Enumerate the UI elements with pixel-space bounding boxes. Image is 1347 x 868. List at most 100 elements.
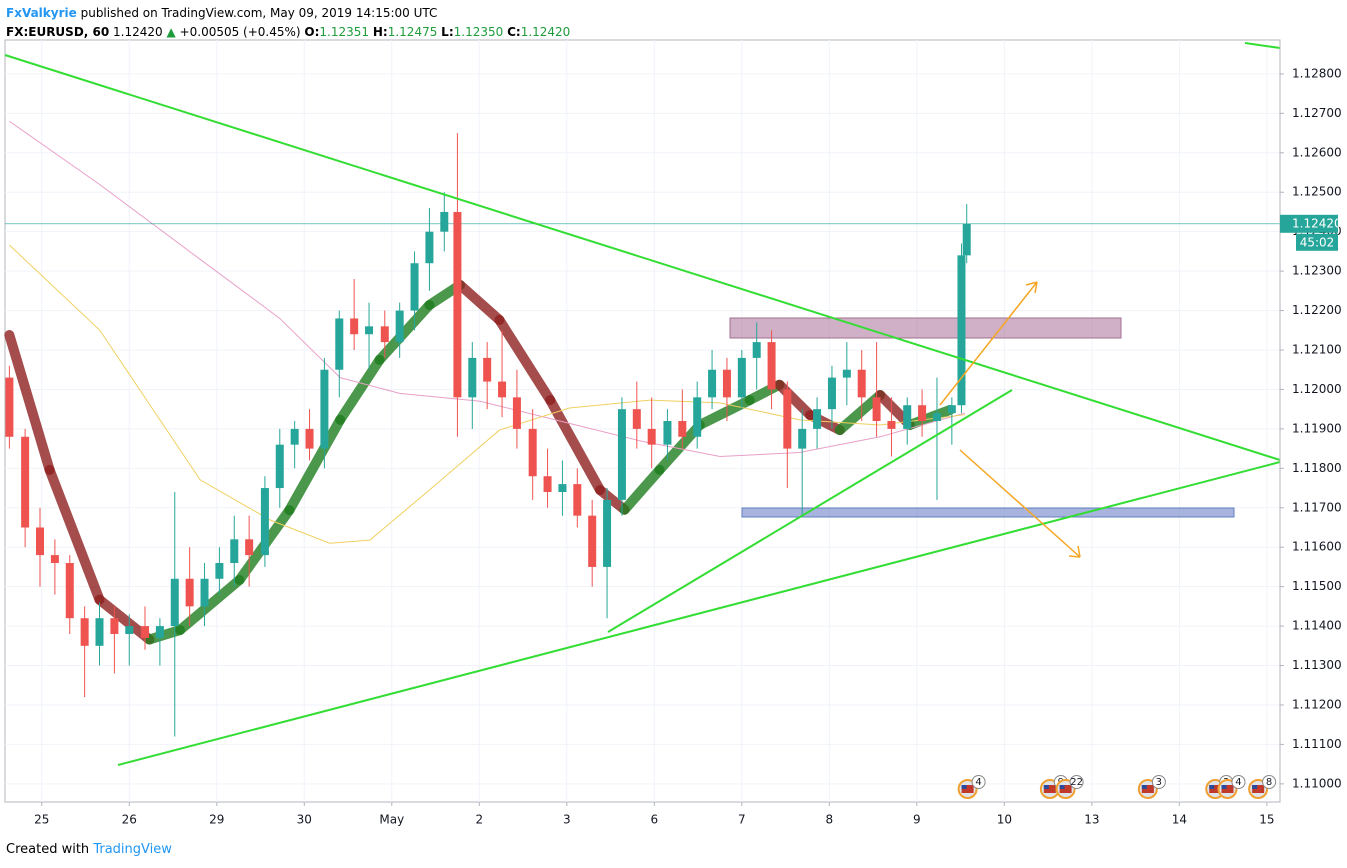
candle-body [125,626,134,634]
candle [185,547,194,627]
x-tick-label: 30 [297,813,312,827]
x-tick-label: 9 [913,813,921,827]
candle-body [783,389,792,449]
candle-body [275,444,284,489]
y-tick-label: 1.12200 [1292,303,1342,317]
event-count: 4 [975,777,981,788]
event-flag [1059,785,1065,789]
candle [708,350,717,410]
candle [380,310,389,358]
x-tick-label: 7 [738,813,746,827]
event-flag [1252,785,1265,793]
price: 1.12420 [113,25,163,39]
x-tick-label: 25 [34,813,49,827]
candle-body [290,428,299,445]
value: 1.12420 [520,25,571,39]
trend-lines [4,42,1281,766]
trend-line [607,389,1013,633]
candle-body [872,397,881,421]
candle [813,397,822,449]
candle [141,606,150,650]
candle-body [813,409,822,429]
candle-body [903,405,912,429]
candle [305,409,314,461]
candle-body [558,484,567,492]
candle [632,381,641,449]
trend-ribbon [374,300,435,365]
candle [170,491,179,737]
countdown-box [1296,233,1338,251]
moving-average [9,120,966,457]
x-tick-label: May [379,813,404,827]
candle-body [95,618,104,646]
x-tick-label: 29 [209,813,224,827]
candle [543,448,552,508]
candle-body [50,555,59,563]
candle [230,515,239,587]
brand[interactable]: TradingView [93,842,172,857]
candle-body [678,421,687,437]
candle-body [767,342,776,390]
candle-body [498,381,507,398]
label: O: [304,25,320,39]
y-tick-label: 1.12100 [1292,343,1342,357]
label: L: [441,25,454,39]
candle [798,409,807,516]
y-tick-label: 1.12600 [1292,145,1342,159]
y-tick-label: 1.12500 [1292,185,1342,199]
value: 1.12475 [387,25,438,39]
candle-body [603,499,612,567]
published: published on TradingView.com, May 09, 20… [80,6,438,20]
candle [693,381,702,449]
drawings [729,317,1235,518]
trend-ribbon [654,419,705,475]
candle [932,377,941,500]
trend-ribbon [4,330,55,475]
event-count-bubble [1262,775,1277,789]
candle-body [947,405,956,414]
candle [918,389,927,437]
candle [290,421,299,469]
candle-body [842,369,851,378]
candle-body [320,369,329,449]
event-flag [1043,785,1056,793]
candle-body [65,562,74,619]
candle [65,555,74,634]
candle [498,330,507,418]
candle [827,365,836,429]
y-tick-label: 1.11900 [1292,421,1342,435]
candle [528,409,537,500]
event: 4 [1217,775,1246,799]
x-tick-label: 14 [1172,813,1187,827]
candle [36,507,45,587]
candle [410,251,419,331]
event: 4 [957,775,986,799]
candle [588,499,597,587]
candle-body [36,527,45,556]
y-tick-label: 1.12800 [1292,66,1342,80]
candle-body [141,626,150,638]
event-flag [1209,785,1215,789]
candle [573,468,582,528]
y-tick-label: 1.12300 [1292,264,1342,278]
candle [335,310,344,398]
candle-body [798,428,807,449]
trend-line [1244,42,1281,49]
candle-body [722,369,731,398]
candle-body [573,484,582,516]
candle-body [708,369,717,398]
y-tick-label: 1.12700 [1292,106,1342,120]
candle [275,428,284,508]
trend-ribbon [335,354,385,425]
event-flag [1141,785,1154,793]
label: C: [507,25,521,39]
candle [767,330,776,410]
candle [200,562,209,627]
candle [947,397,956,445]
candle [365,302,374,370]
y-tick-label: 1.12000 [1292,382,1342,396]
candle-body [425,231,434,264]
x-tick-label: 3 [563,813,571,827]
candle [350,279,359,351]
candle [737,350,746,410]
